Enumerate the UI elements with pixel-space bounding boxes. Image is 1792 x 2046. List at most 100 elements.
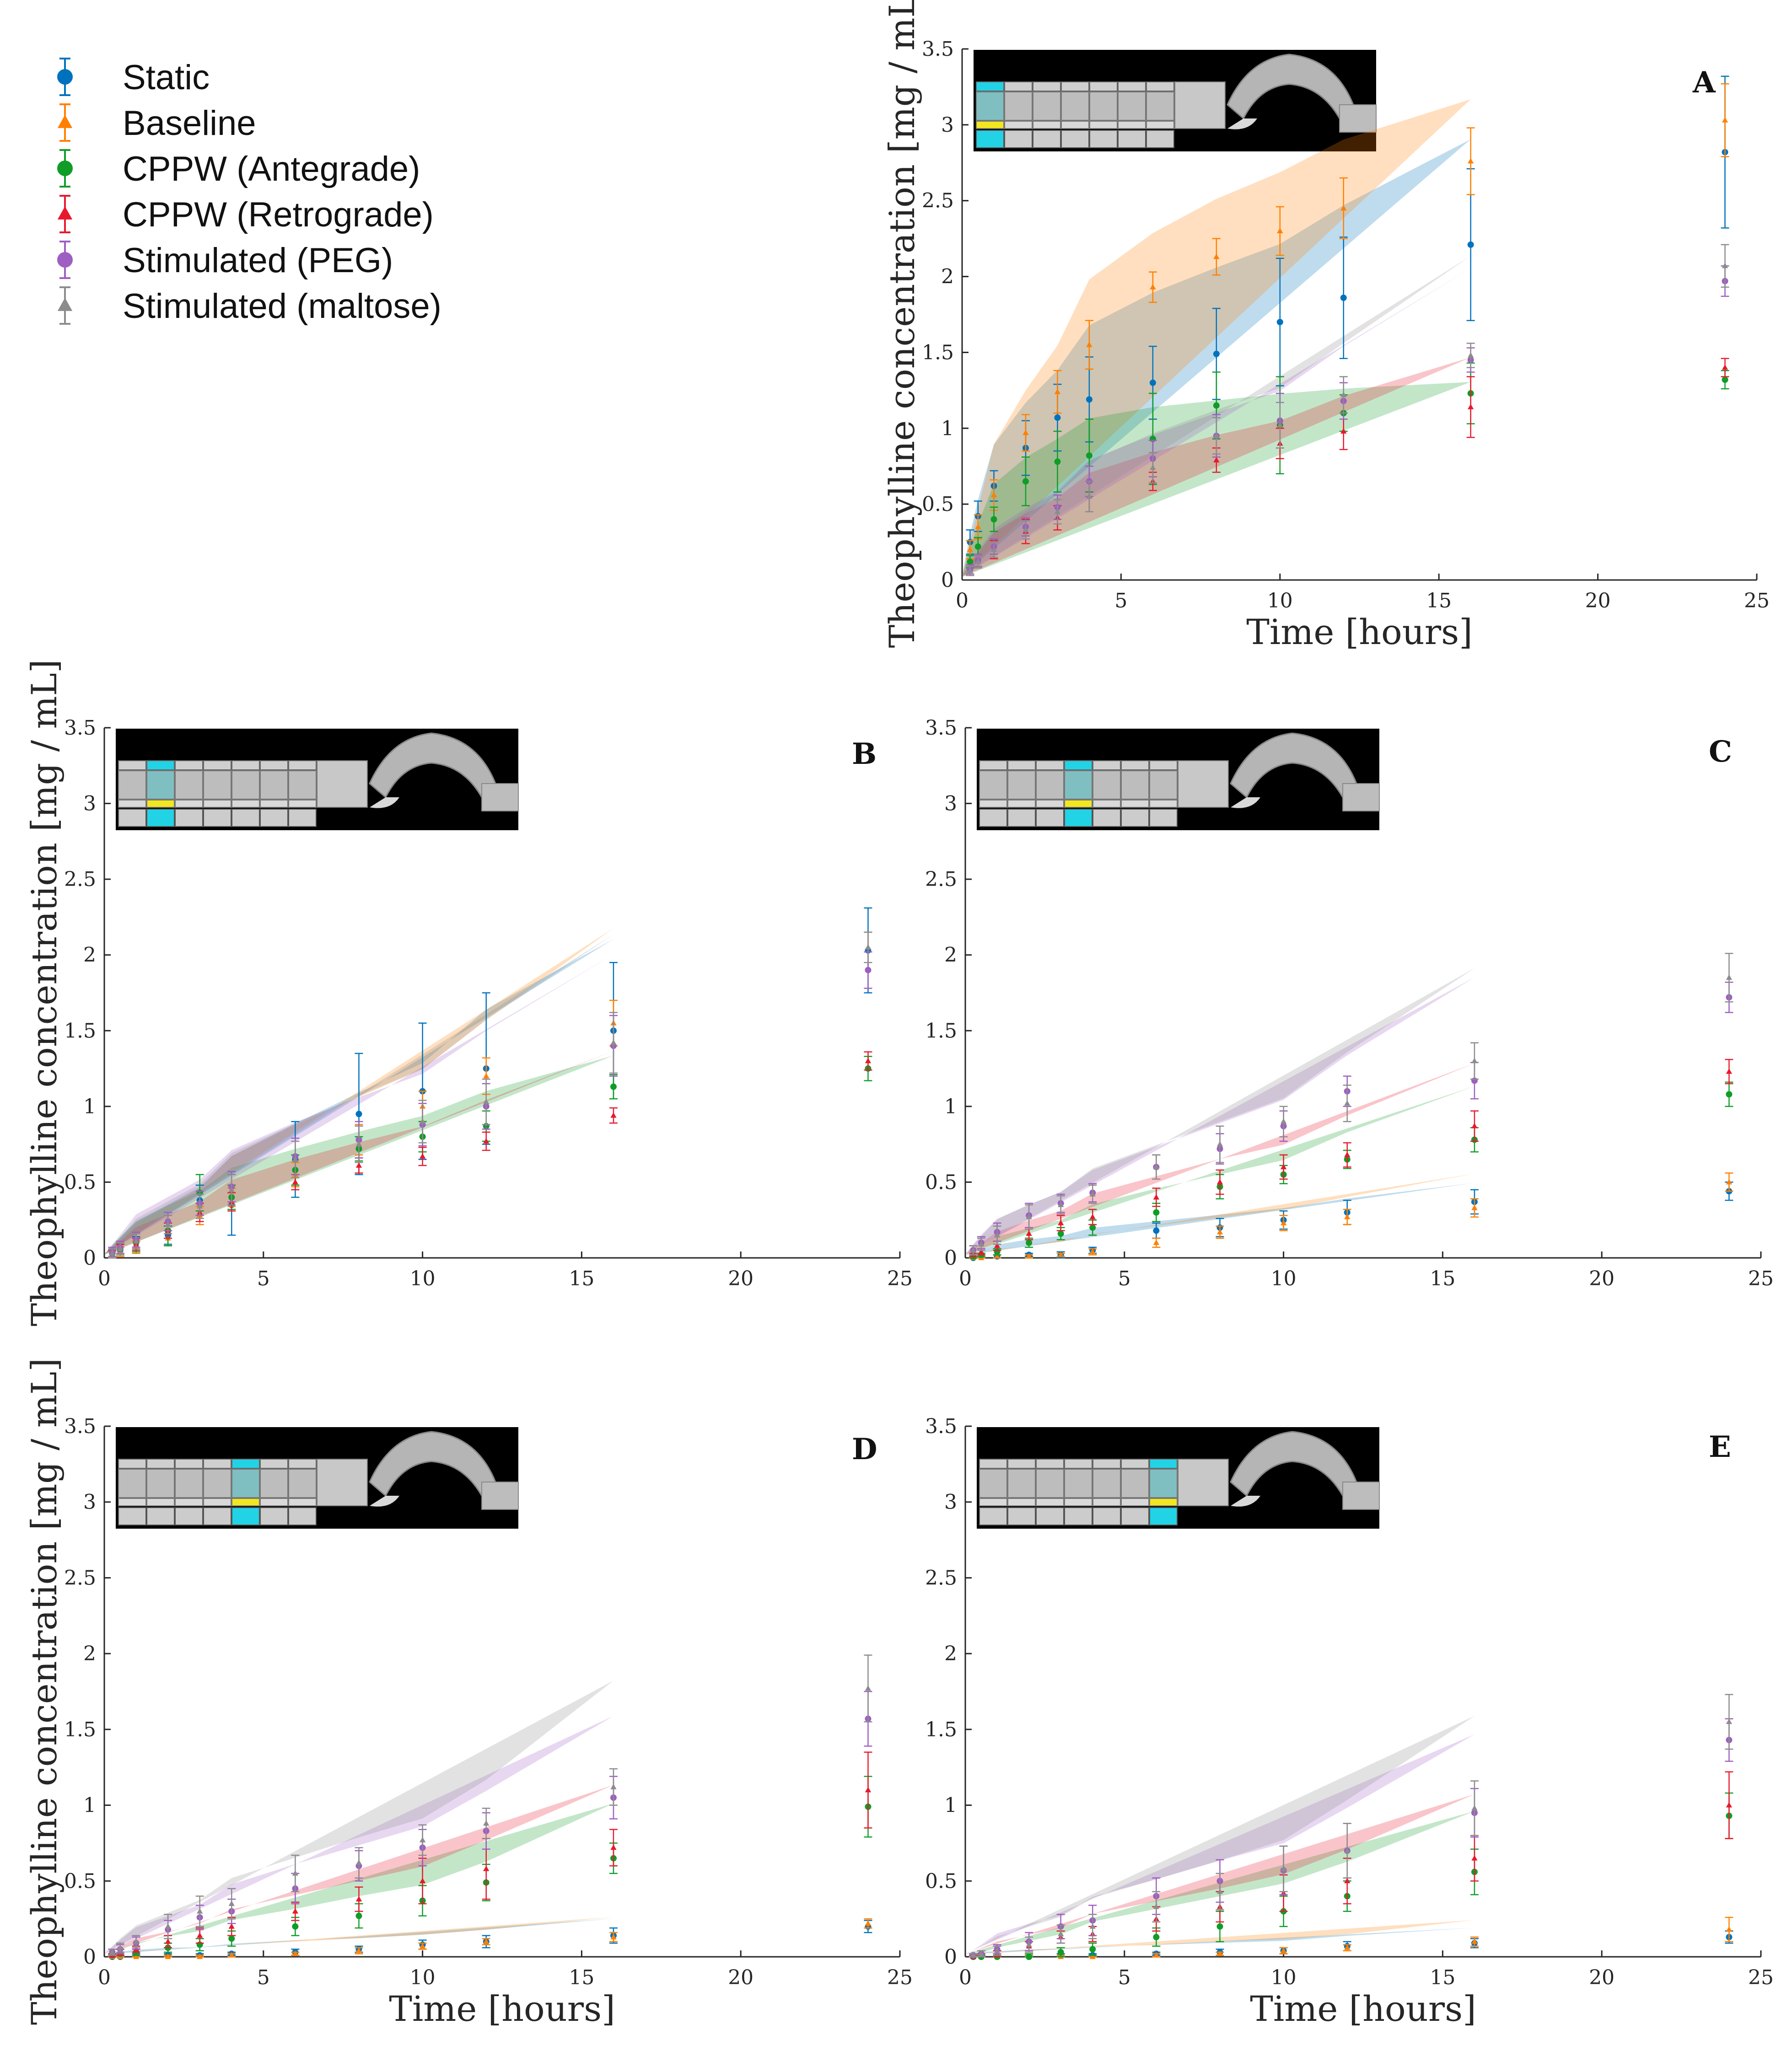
- data-point: [1468, 158, 1474, 164]
- y-tick-label: 0.5: [925, 1171, 957, 1194]
- data-point: [1058, 1931, 1064, 1937]
- x-tick-label: 20: [728, 1267, 753, 1290]
- data-point: [1213, 350, 1220, 357]
- data-point: [483, 1098, 490, 1104]
- y-tick-label: 0.5: [922, 493, 954, 516]
- data-point: [1153, 1903, 1160, 1909]
- data-point: [1086, 396, 1092, 403]
- y-tick-label: 2: [941, 265, 954, 289]
- y-tick-label: 3.5: [925, 716, 957, 740]
- data-point: [1471, 1805, 1478, 1811]
- data-point: [483, 1073, 490, 1079]
- data-point: [1086, 452, 1092, 459]
- data-point: [419, 1943, 426, 1949]
- y-tick-label: 3: [83, 1491, 96, 1514]
- y-tick-label: 2.5: [925, 1566, 957, 1590]
- y-tick-label: 1: [944, 1095, 957, 1118]
- data-point: [974, 543, 981, 550]
- x-tick-label: 0: [98, 1966, 111, 1989]
- device-schematic-inset: [977, 1427, 1380, 1529]
- y-tick-label: 3: [941, 113, 954, 137]
- y-tick-label: 3.5: [64, 716, 96, 740]
- x-tick-label: 15: [1426, 589, 1452, 612]
- data-point: [1057, 1949, 1064, 1956]
- panel-label: A: [1692, 65, 1716, 100]
- data-point: [1722, 263, 1728, 269]
- data-point: [1213, 402, 1220, 409]
- data-point: [865, 944, 872, 950]
- data-point: [228, 1935, 235, 1942]
- data-point: [1280, 1865, 1287, 1871]
- x-axis-label: Time [hours]: [1246, 612, 1472, 652]
- data-point: [1344, 1214, 1351, 1219]
- data-point: [1026, 1954, 1033, 1960]
- y-tick-label: 2.5: [922, 189, 954, 213]
- data-point: [1213, 253, 1220, 259]
- data-point: [1722, 376, 1728, 383]
- y-tick-label: 1: [83, 1794, 96, 1817]
- data-point: [994, 1253, 1001, 1259]
- fit-band-stimulated-maltose-: [965, 1716, 1474, 1954]
- data-point: [355, 1111, 362, 1117]
- data-point: [865, 1787, 872, 1793]
- x-tick-label: 20: [728, 1966, 753, 1989]
- data-point: [1089, 1954, 1096, 1959]
- data-point: [355, 1141, 362, 1147]
- y-axis-label: Theophylline concentration [mg / mL]: [24, 1358, 65, 2025]
- x-tick-label: 5: [1118, 1966, 1131, 1989]
- data-point: [1726, 1802, 1733, 1808]
- y-tick-label: 0.5: [64, 1869, 96, 1893]
- data-point: [610, 1933, 617, 1939]
- series-stimulated-maltose-: [969, 953, 1733, 1256]
- x-tick-label: 0: [959, 1966, 972, 1989]
- data-point: [1022, 478, 1029, 485]
- y-tick-label: 1: [944, 1794, 957, 1817]
- data-point: [1153, 1239, 1160, 1245]
- y-tick-label: 3: [944, 1491, 957, 1514]
- y-tick-label: 0: [944, 1945, 957, 1969]
- x-tick-label: 20: [1589, 1267, 1614, 1290]
- data-point: [1089, 1946, 1096, 1953]
- data-point: [355, 1912, 362, 1919]
- data-point: [1153, 1952, 1160, 1958]
- legend-label: CPPW (Retrograde): [123, 195, 434, 234]
- legend-item: CPPW (Retrograde): [57, 195, 434, 234]
- data-point: [419, 1837, 426, 1842]
- y-axis-label: Theophylline concentration [mg / mL]: [882, 0, 922, 648]
- x-tick-label: 20: [1585, 589, 1611, 612]
- data-point: [1471, 1938, 1478, 1944]
- y-tick-label: 1.5: [925, 1019, 957, 1042]
- series-cppw-retrograde-: [969, 1058, 1733, 1257]
- panel-D: 0 5 10 15 20 25 0 0.5 1 1.5 2 2.5 3 3.5 Time [hours] Th…: [24, 1358, 913, 2029]
- data-point: [117, 1246, 124, 1251]
- data-point: [990, 492, 997, 498]
- data-point: [1726, 1718, 1733, 1724]
- legend-item: Stimulated (PEG): [57, 241, 393, 280]
- data-point: [1054, 388, 1061, 394]
- data-point: [355, 1859, 362, 1865]
- data-point: [292, 1179, 299, 1185]
- data-point: [975, 523, 981, 529]
- x-tick-label: 25: [1744, 589, 1770, 612]
- y-tick-label: 1: [941, 417, 954, 440]
- data-point: [1726, 1926, 1733, 1932]
- data-point: [1213, 456, 1220, 462]
- data-point: [1471, 1855, 1478, 1861]
- data-point: [1467, 241, 1474, 248]
- data-point: [1216, 1888, 1223, 1894]
- data-point: [1026, 1230, 1032, 1236]
- y-tick-label: 0: [944, 1246, 957, 1270]
- data-point: [1054, 458, 1061, 465]
- data-point: [483, 1820, 490, 1826]
- y-tick-label: 3: [83, 792, 96, 816]
- y-tick-label: 1.5: [64, 1019, 96, 1042]
- data-point: [228, 1952, 235, 1958]
- data-point: [1726, 1179, 1733, 1185]
- y-tick-label: 1.5: [925, 1718, 957, 1741]
- y-tick-label: 0: [941, 569, 954, 592]
- data-point: [970, 1247, 977, 1253]
- data-point: [1026, 1253, 1032, 1259]
- data-point: [1344, 1878, 1351, 1884]
- series-stimulated-maltose-: [108, 931, 872, 1259]
